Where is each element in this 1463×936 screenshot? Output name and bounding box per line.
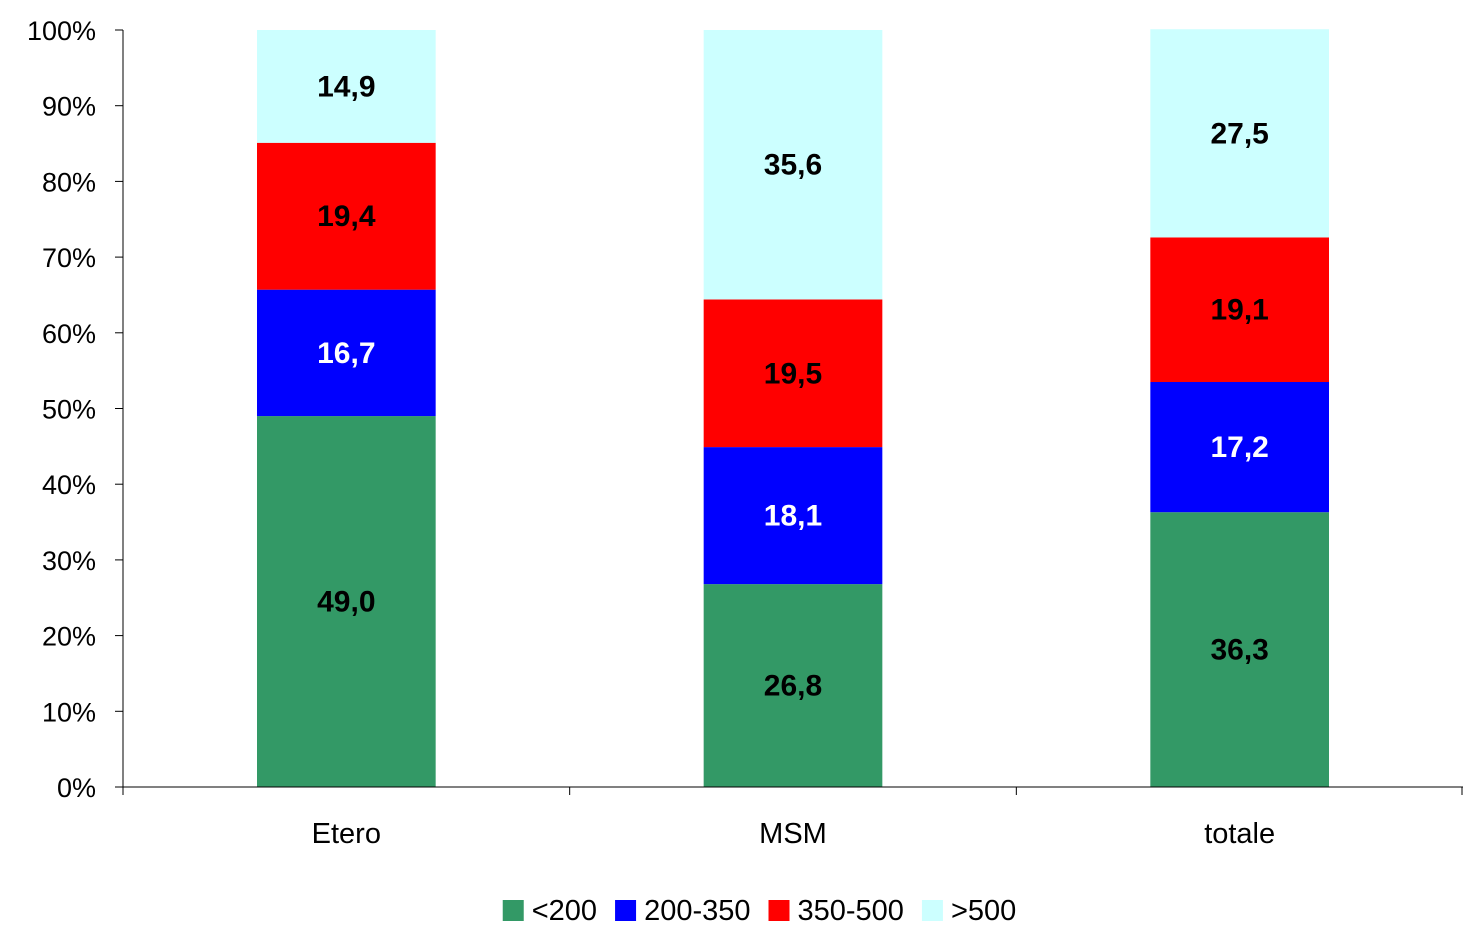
- bar-etero-500: [257, 30, 436, 143]
- data-label-msm-200: 26,8: [764, 670, 822, 703]
- data-label-totale-350-500: 19,1: [1210, 294, 1268, 327]
- x-category-label: totale: [1204, 818, 1275, 850]
- bar-msm-200-350: [703, 447, 883, 585]
- legend-item-500: >500: [921, 895, 1016, 927]
- legend-label: 200-350: [644, 895, 750, 927]
- y-tick-label: 100%: [27, 16, 96, 46]
- legend-label: >500: [951, 895, 1016, 927]
- data-label-totale-200: 36,3: [1210, 634, 1268, 667]
- y-tick-label: 20%: [42, 622, 96, 652]
- data-label-etero-200: 49,0: [317, 586, 375, 619]
- data-label-totale-200-350: 17,2: [1210, 431, 1268, 464]
- data-label-etero-350-500: 19,4: [317, 200, 376, 233]
- y-tick-label: 0%: [57, 773, 96, 803]
- bars: 49,0 16,7 19,4 14,9 26,8 18,1 19,5 35,6 36,3 17,2…: [257, 29, 1329, 787]
- data-label-etero-500: 14,9: [317, 70, 375, 103]
- legend-swatch: [502, 900, 524, 921]
- bar-msm-350-500: [703, 299, 883, 448]
- bar-totale-200: [1150, 512, 1329, 787]
- bar-etero-350-500: [257, 142, 436, 290]
- x-category-label: Etero: [312, 818, 381, 850]
- data-label-etero-200-350: 16,7: [317, 337, 375, 370]
- data-label-totale-500: 27,5: [1210, 117, 1268, 150]
- y-tick-label: 80%: [42, 167, 96, 197]
- legend-item-350-500: 350-500: [768, 895, 904, 927]
- bar-etero-200-350: [257, 289, 436, 417]
- bar-totale-500: [1150, 29, 1329, 238]
- bar-etero-200: [257, 416, 436, 787]
- legend: <200 200-350 350-500 >500: [502, 895, 1016, 927]
- y-tick-label: 90%: [42, 92, 96, 122]
- data-label-msm-350-500: 19,5: [764, 357, 822, 390]
- y-tick-label: 50%: [42, 395, 96, 425]
- y-tick-label: 40%: [42, 470, 96, 500]
- y-tick-label: 70%: [42, 243, 96, 273]
- bar-totale-200-350: [1150, 382, 1329, 513]
- bar-msm-200: [703, 584, 883, 787]
- x-axis: Etero MSM totale: [122, 786, 1463, 850]
- legend-swatch: [921, 900, 943, 921]
- x-category-label: MSM: [759, 818, 827, 850]
- y-tick-label: 10%: [42, 697, 96, 727]
- legend-swatch: [615, 900, 637, 921]
- legend-label: <200: [532, 895, 597, 927]
- y-tick-label: 60%: [42, 319, 96, 349]
- legend-swatch: [768, 900, 790, 921]
- y-axis: 0% 10% 20% 30% 40% 50% 60% 70% 80% 90% 100%: [27, 16, 124, 803]
- bar-msm-500: [703, 30, 883, 300]
- legend-label: 350-500: [798, 895, 904, 927]
- legend-item-200-350: 200-350: [615, 895, 751, 927]
- data-label-msm-500: 35,6: [764, 149, 822, 182]
- data-label-msm-200-350: 18,1: [764, 500, 822, 533]
- y-tick-label: 30%: [42, 546, 96, 576]
- bar-totale-350-500: [1150, 237, 1329, 383]
- legend-item-200: <200: [502, 895, 597, 927]
